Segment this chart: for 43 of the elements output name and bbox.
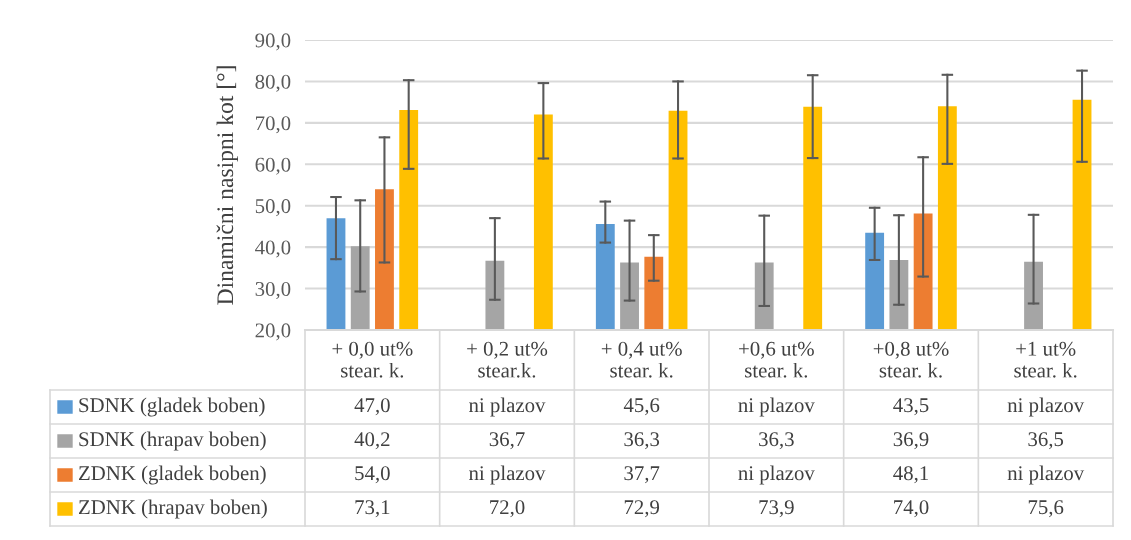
data-label: 36,7 [489,432,525,450]
data-label: 72,0 [490,500,525,518]
text: ni plazov [738,465,815,485]
text: ni plazov [1007,465,1085,485]
text: ni plazov [469,397,546,417]
data-label: 36,3 [624,432,660,450]
y-tick-label: 70,0 [256,116,291,134]
data-label: 40,2 [354,432,390,450]
text: ni plazov [1007,397,1085,417]
text: ni plazov [469,465,546,485]
data-label: 37,7 [624,466,660,484]
data-label: 72,9 [624,500,660,518]
x-tick-label: +0,6 ut% stear. k. [739,341,814,378]
data-label: 74,0 [894,500,929,518]
legend-label: SDNK (gladek boben) [79,397,265,417]
y-tick-label: 30,0 [255,281,291,299]
text: ni plazov [738,397,815,417]
data-label: 43,5 [893,398,929,416]
y-tick-label: 50,0 [255,199,291,217]
data-label: 36,9 [893,432,929,450]
x-tick-label: + 0,2 ut% stear.k. [467,341,548,378]
x-tick-label: + 0,4 ut% stear. k. [601,341,682,378]
data-label: 48,1 [893,466,928,484]
y-tick-label: 40,0 [255,240,291,258]
x-tick-label: +0,8 ut% stear. k. [873,341,949,378]
data-label: 36,5 [1028,432,1064,450]
legend-label: SDNK (hrapav boben) [79,431,266,451]
y-tick-label: 60,0 [255,157,291,175]
y-tick-label: 90,0 [255,33,291,51]
data-label: 45,6 [623,398,660,416]
x-tick-label: +1 ut% stear. k. [1014,341,1077,378]
data-label: 36,3 [759,432,794,450]
data-label: 54,0 [355,466,390,484]
data-label: 73,1 [355,500,390,518]
y-tick-label: 20,0 [255,323,291,341]
data-label: 47,0 [354,398,390,416]
legend-label: ZDNK (gladek boben) [79,465,266,485]
legend-label: ZDNK (hrapav boben) [79,499,267,519]
x-tick-label: + 0,0 ut% stear. k. [332,341,413,378]
data-label: 75,6 [1028,500,1064,518]
data-label: 73,9 [759,500,794,518]
y-axis-title: Dinamični nasipni kot [°] [216,66,238,305]
y-tick-label: 80,0 [255,74,291,92]
